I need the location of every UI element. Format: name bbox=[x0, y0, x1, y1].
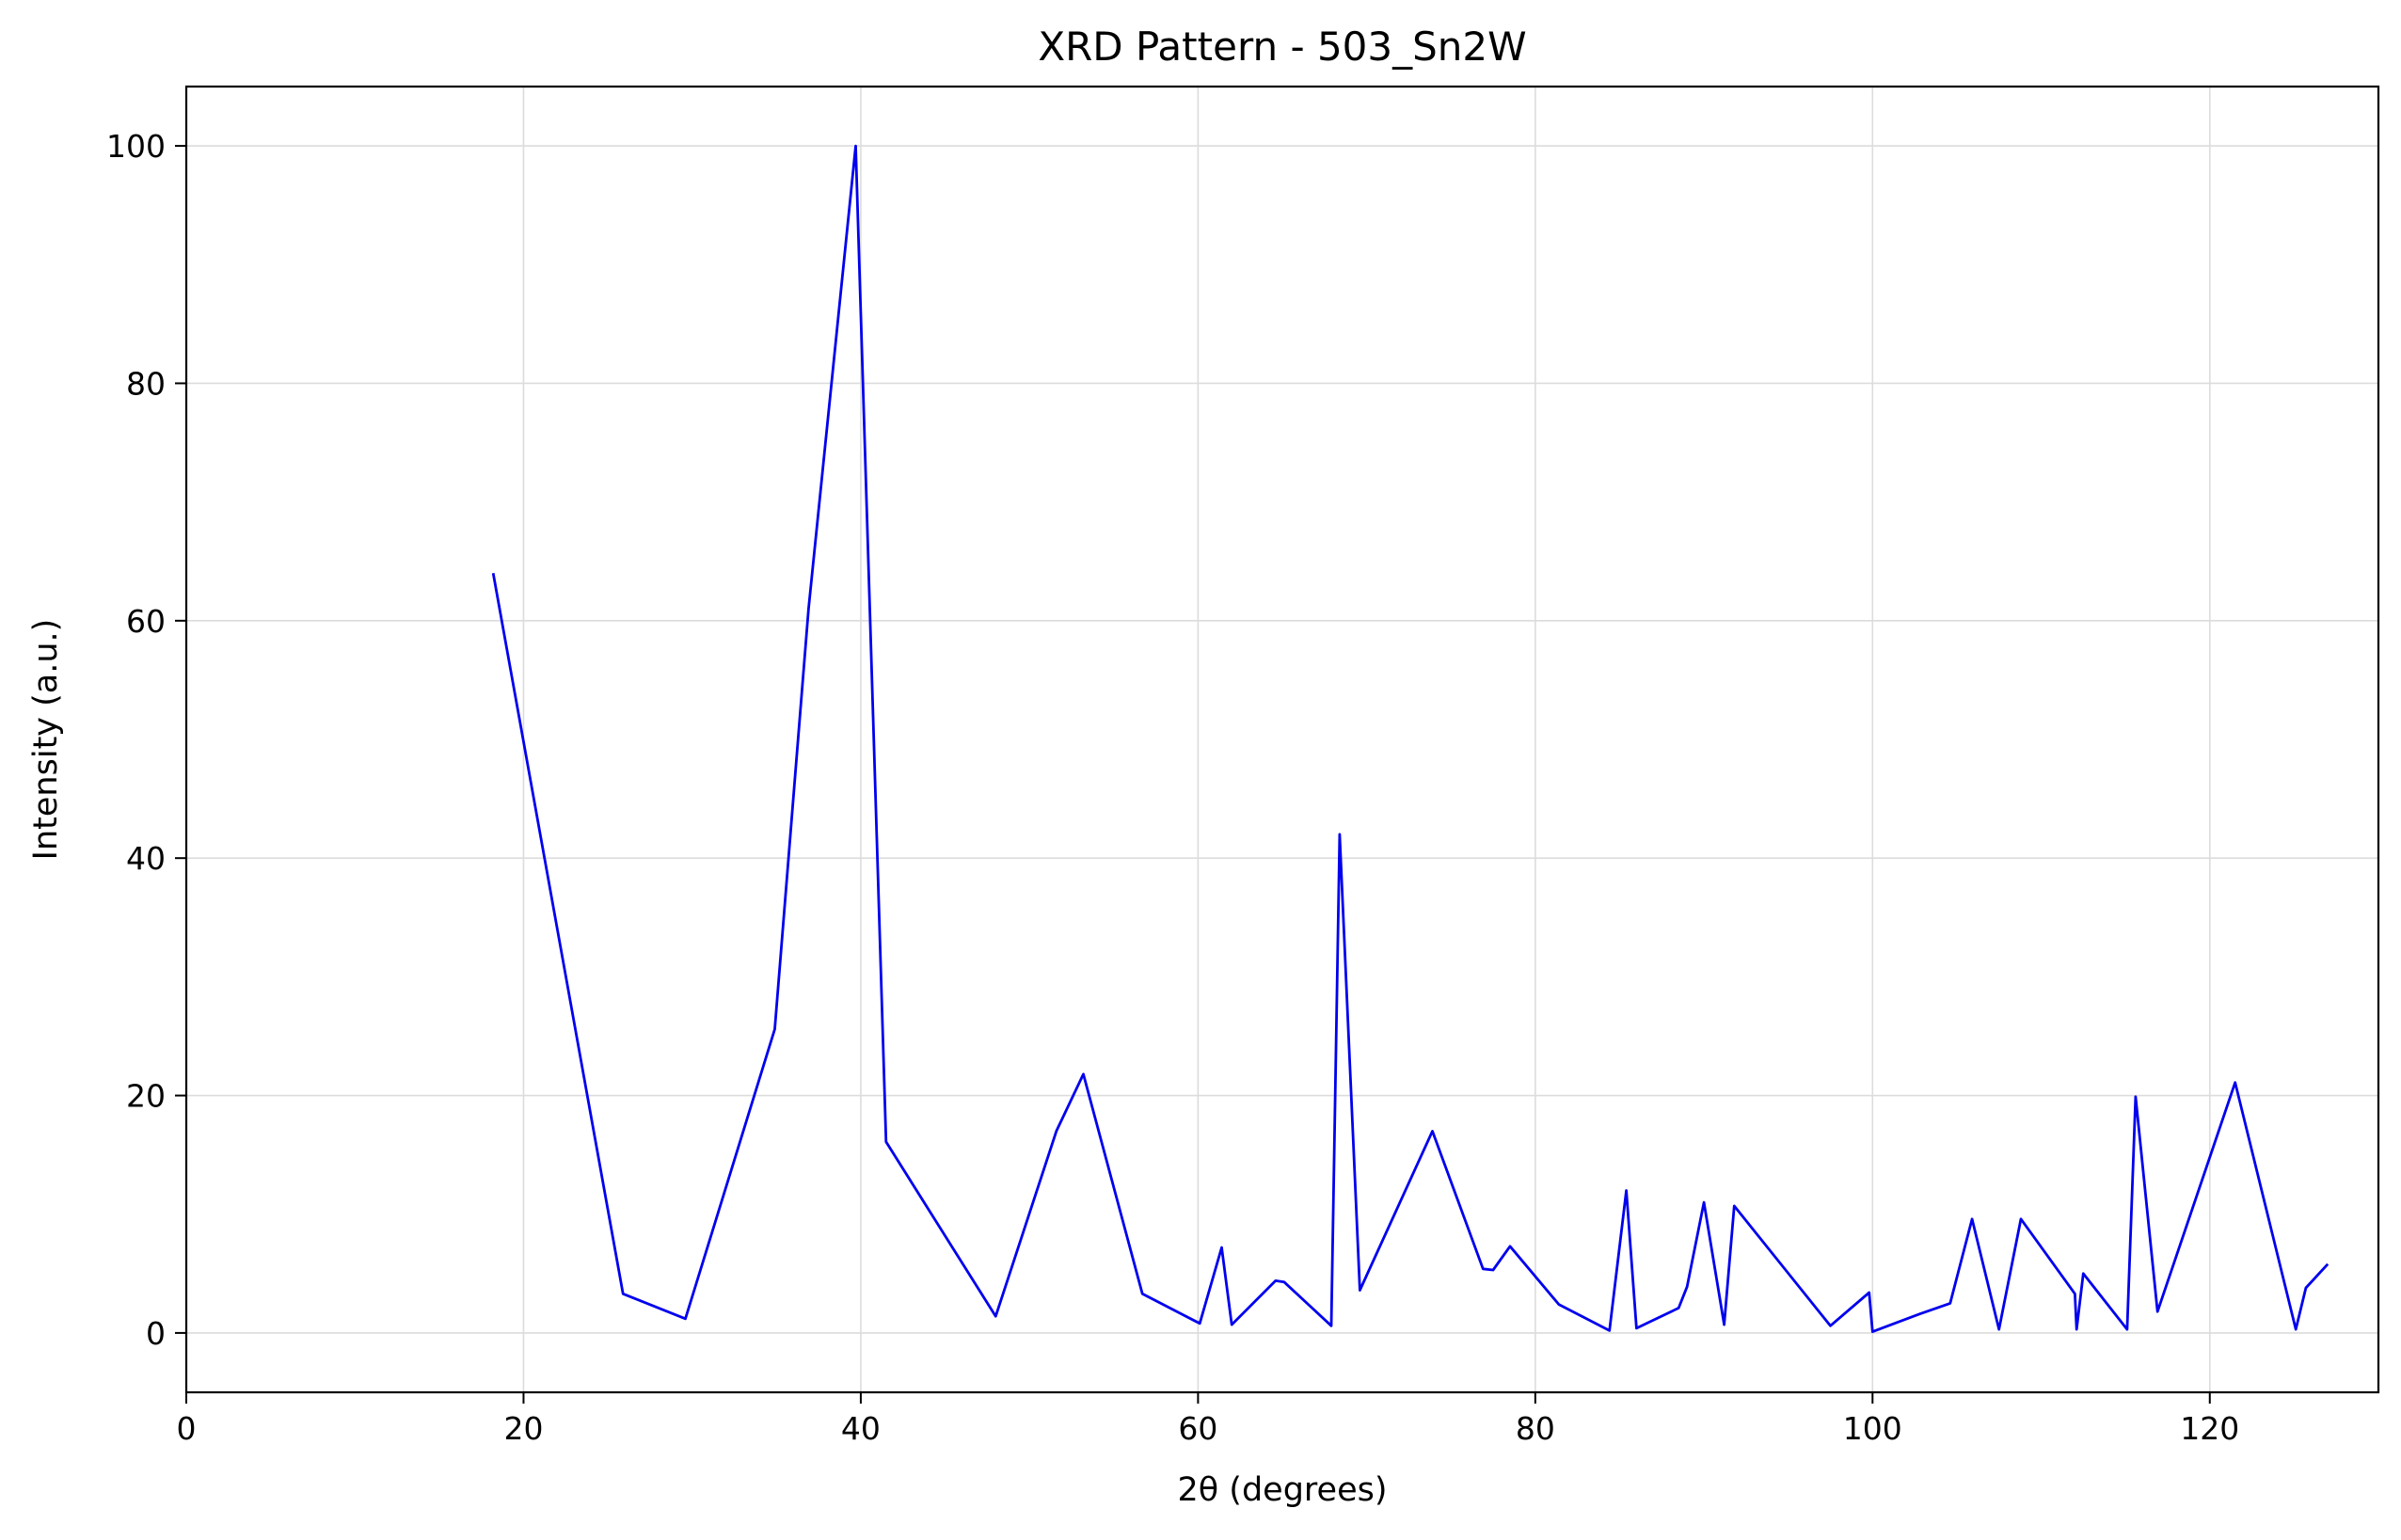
y-tick-label: 80 bbox=[126, 365, 166, 402]
y-tick-label: 60 bbox=[126, 603, 166, 640]
plot-frame bbox=[184, 85, 2380, 1394]
y-axis-label: Intensity (a.u.) bbox=[27, 619, 65, 861]
x-tick-label: 80 bbox=[1516, 1410, 1555, 1447]
x-tick-label: 20 bbox=[503, 1410, 543, 1447]
x-tick-label: 120 bbox=[2180, 1410, 2239, 1447]
axis-ticks: 0 20 40 60 80 100 120 0 20 40 60 80 100 bbox=[106, 128, 2239, 1447]
grid-lines bbox=[185, 87, 2378, 1392]
series-line bbox=[491, 144, 2329, 1333]
x-tick-label: 40 bbox=[841, 1410, 881, 1447]
x-tick-label: 100 bbox=[1843, 1410, 1902, 1447]
y-tick-label: 100 bbox=[106, 128, 166, 165]
x-tick-label: 0 bbox=[177, 1410, 197, 1447]
y-tick-label: 0 bbox=[146, 1315, 166, 1352]
x-axis-label: 2θ (degrees) bbox=[1177, 1471, 1387, 1509]
y-tick-label: 40 bbox=[126, 840, 166, 877]
x-tick-label: 60 bbox=[1178, 1410, 1217, 1447]
chart-title: XRD Pattern - 503_Sn2W bbox=[1038, 24, 1526, 70]
y-tick-label: 20 bbox=[126, 1078, 166, 1115]
